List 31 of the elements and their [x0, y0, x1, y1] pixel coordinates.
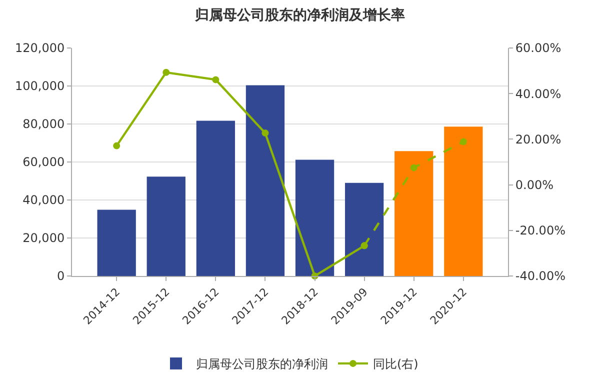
- y2-tick-label: 40.00%: [515, 86, 562, 101]
- y-tick-label: 0: [56, 269, 65, 284]
- point: [113, 142, 120, 150]
- bar: [295, 160, 334, 276]
- bar: [146, 176, 186, 276]
- y-tick-label: 20,000: [22, 231, 65, 246]
- y2-tick-label: 60.00%: [515, 41, 562, 56]
- y-tick-label: 60,000: [22, 155, 65, 170]
- point: [162, 68, 170, 76]
- y2-tick-label: -40.00%: [515, 269, 566, 284]
- y-tick-label: 80,000: [22, 117, 65, 132]
- y-tick-label: 40,000: [22, 193, 65, 208]
- bar: [444, 126, 483, 276]
- bar: [246, 85, 285, 276]
- point: [460, 138, 467, 146]
- y2-tick-label: 0.00%: [515, 178, 554, 192]
- y-tick-label: 120,000: [14, 41, 65, 56]
- bar: [196, 120, 235, 276]
- chart-title: 归属母公司股东的净利润及增长率: [194, 6, 405, 24]
- point: [212, 76, 220, 84]
- point: [410, 164, 418, 172]
- point: [262, 130, 269, 137]
- legend-label: 归属母公司股东的净利润: [196, 357, 328, 372]
- legend-label: 同比(右): [373, 357, 418, 372]
- bar: [97, 210, 136, 276]
- y2-tick-label: 20.00%: [515, 132, 562, 146]
- bar: [394, 151, 434, 276]
- point: [360, 242, 368, 250]
- bar: [345, 182, 384, 276]
- y2-tick-label: -20.00%: [515, 224, 566, 238]
- y-tick-label: 100,000: [14, 79, 65, 94]
